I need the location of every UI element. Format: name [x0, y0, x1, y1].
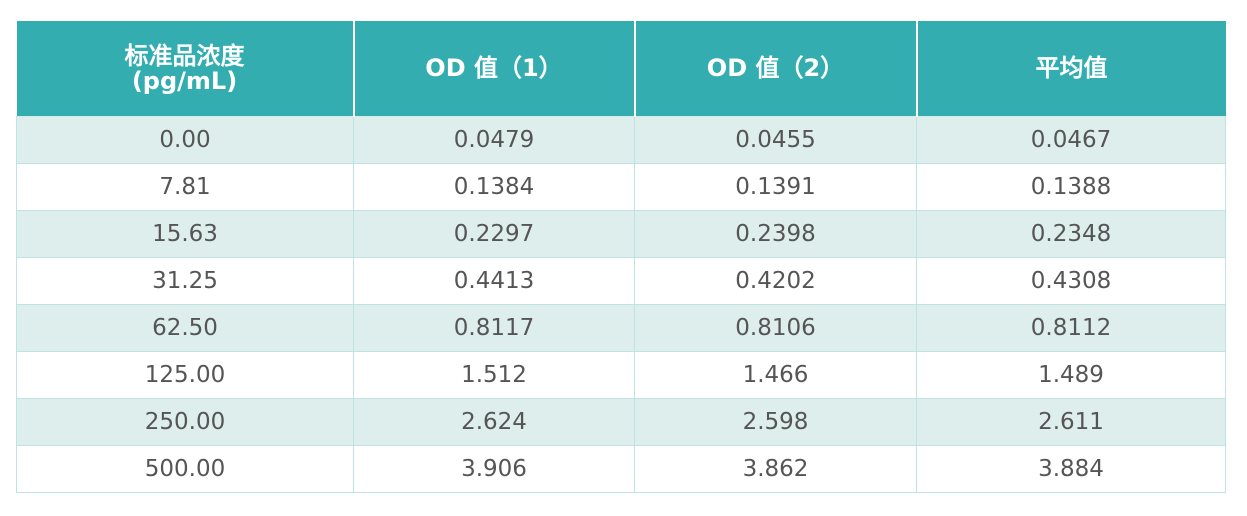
- cell-concentration: 250.00: [16, 398, 354, 446]
- cell-od-1: 0.0479: [353, 116, 635, 164]
- header-row: 标准品浓度 (pg/mL) OD 值（1） OD 值（2） 平均值: [16, 21, 1226, 117]
- cell-od-1: 1.512: [353, 351, 635, 399]
- table-row: 250.00 2.624 2.598 2.611: [16, 398, 1226, 446]
- header-concentration-label: 标准品浓度: [124, 41, 245, 70]
- standard-curve-table: 标准品浓度 (pg/mL) OD 值（1） OD 值（2） 平均值 0.00 0…: [16, 21, 1226, 493]
- cell-od-2: 0.8106: [634, 304, 917, 352]
- table-row: 500.00 3.906 3.862 3.884: [16, 445, 1226, 493]
- cell-od-1: 2.624: [353, 398, 635, 446]
- table-row: 15.63 0.2297 0.2398 0.2348: [16, 210, 1226, 258]
- header-od-1-label: OD 值（1）: [425, 54, 563, 82]
- table-body: 0.00 0.0479 0.0455 0.0467 7.81 0.1384 0.…: [16, 116, 1226, 493]
- cell-od-2: 0.2398: [634, 210, 917, 258]
- cell-concentration: 500.00: [16, 445, 354, 493]
- cell-average: 0.4308: [916, 257, 1226, 305]
- cell-average: 0.2348: [916, 210, 1226, 258]
- cell-concentration: 62.50: [16, 304, 354, 352]
- cell-od-2: 0.1391: [634, 163, 917, 211]
- cell-od-1: 0.4413: [353, 257, 635, 305]
- header-concentration: 标准品浓度 (pg/mL): [16, 21, 355, 117]
- cell-od-1: 0.2297: [353, 210, 635, 258]
- header-average: 平均值: [916, 21, 1226, 117]
- header-average-label: 平均值: [1035, 54, 1108, 82]
- cell-od-1: 0.8117: [353, 304, 635, 352]
- cell-average: 1.489: [916, 351, 1226, 399]
- cell-average: 3.884: [916, 445, 1226, 493]
- table-row: 7.81 0.1384 0.1391 0.1388: [16, 163, 1226, 211]
- header-od-2: OD 值（2）: [634, 21, 918, 117]
- cell-concentration: 0.00: [16, 116, 354, 164]
- cell-average: 0.8112: [916, 304, 1226, 352]
- table-row: 62.50 0.8117 0.8106 0.8112: [16, 304, 1226, 352]
- header-concentration-unit: (pg/mL): [131, 66, 238, 95]
- cell-average: 2.611: [916, 398, 1226, 446]
- cell-od-2: 1.466: [634, 351, 917, 399]
- cell-od-1: 0.1384: [353, 163, 635, 211]
- cell-od-2: 0.0455: [634, 116, 917, 164]
- cell-concentration: 7.81: [16, 163, 354, 211]
- table-row: 31.25 0.4413 0.4202 0.4308: [16, 257, 1226, 305]
- cell-concentration: 31.25: [16, 257, 354, 305]
- table-row: 125.00 1.512 1.466 1.489: [16, 351, 1226, 399]
- cell-average: 0.1388: [916, 163, 1226, 211]
- standard-curve-table-container: 标准品浓度 (pg/mL) OD 值（1） OD 值（2） 平均值 0.00 0…: [16, 21, 1226, 493]
- header-od-1: OD 值（1）: [353, 21, 636, 117]
- header-od-2-label: OD 值（2）: [706, 54, 845, 82]
- table-header: 标准品浓度 (pg/mL) OD 值（1） OD 值（2） 平均值: [16, 21, 1226, 117]
- cell-od-2: 0.4202: [634, 257, 917, 305]
- cell-od-1: 3.906: [353, 445, 635, 493]
- table-row: 0.00 0.0479 0.0455 0.0467: [16, 116, 1226, 164]
- cell-od-2: 3.862: [634, 445, 917, 493]
- cell-average: 0.0467: [916, 116, 1226, 164]
- cell-od-2: 2.598: [634, 398, 917, 446]
- cell-concentration: 15.63: [16, 210, 354, 258]
- cell-concentration: 125.00: [16, 351, 354, 399]
